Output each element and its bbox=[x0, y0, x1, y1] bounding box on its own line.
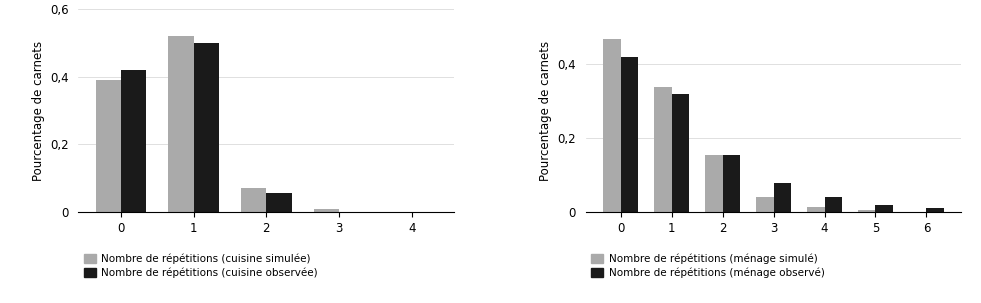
Bar bbox=[806, 207, 824, 212]
Y-axis label: Pourcentage de carnets: Pourcentage de carnets bbox=[539, 41, 551, 181]
Bar bbox=[755, 197, 774, 212]
Bar bbox=[653, 87, 672, 212]
Bar bbox=[774, 183, 792, 212]
Bar bbox=[926, 208, 945, 212]
Bar bbox=[314, 209, 339, 212]
Bar bbox=[704, 155, 723, 212]
Bar bbox=[193, 43, 219, 212]
Bar bbox=[723, 155, 741, 212]
Bar bbox=[621, 57, 639, 212]
Bar bbox=[168, 36, 193, 212]
Bar bbox=[857, 210, 875, 212]
Bar bbox=[875, 205, 894, 212]
Bar bbox=[602, 38, 621, 212]
Bar bbox=[121, 70, 146, 212]
Legend: Nombre de répétitions (ménage simulé), Nombre de répétitions (ménage observé): Nombre de répétitions (ménage simulé), N… bbox=[591, 254, 824, 278]
Y-axis label: Pourcentage de carnets: Pourcentage de carnets bbox=[31, 41, 44, 181]
Bar bbox=[266, 194, 291, 212]
Legend: Nombre de répétitions (cuisine simulée), Nombre de répétitions (cuisine observée: Nombre de répétitions (cuisine simulée),… bbox=[83, 254, 318, 278]
Bar bbox=[95, 80, 121, 212]
Bar bbox=[824, 197, 843, 212]
Bar bbox=[241, 188, 266, 212]
Bar bbox=[672, 94, 690, 212]
